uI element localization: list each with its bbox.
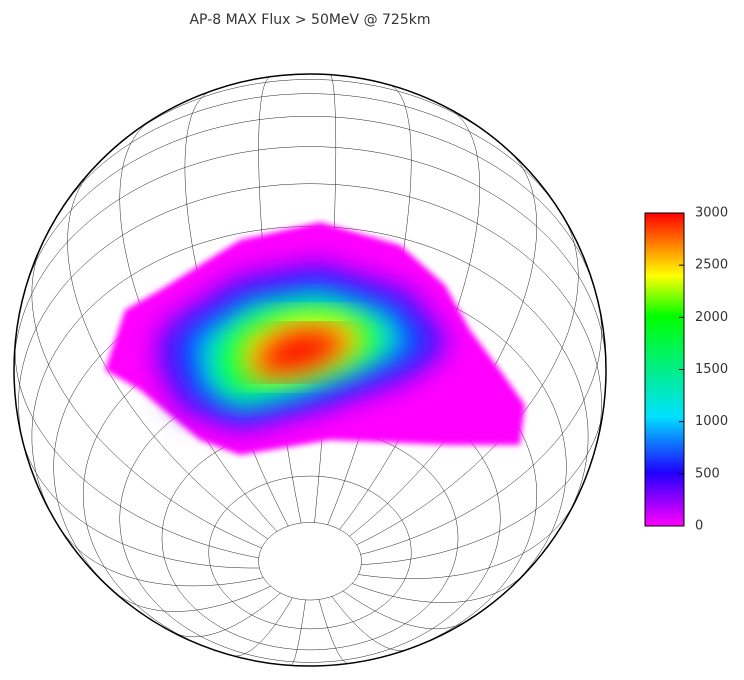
graticule-line: [24, 116, 596, 291]
colorbar-axis: 0 500 1000 1500 2000 2500 3000: [679, 206, 728, 534]
graticule-line: [18, 183, 602, 442]
graticule-line: [119, 79, 501, 144]
graticule-line: [119, 121, 278, 532]
colorbar-tick-label: 1000: [695, 414, 728, 429]
colorbar-tick-label: 0: [695, 519, 703, 534]
colorbar-tick-label: 2500: [695, 258, 728, 273]
graticule-line: [258, 522, 362, 601]
globe: [14, 74, 606, 666]
globe-outline: [13, 73, 607, 667]
graticule-line: [352, 574, 525, 603]
graticule-line: [22, 441, 260, 569]
graticule-line: [14, 146, 606, 371]
graticule-line: [61, 530, 264, 587]
colorbar-tick-label: 1500: [695, 362, 728, 377]
colorbar-tick-label: 2000: [695, 310, 728, 325]
graticule-line: [113, 585, 271, 612]
colorbar: [644, 212, 685, 527]
colorbar-tick-label: 3000: [695, 206, 728, 221]
graticule-line: [59, 93, 561, 212]
map-title: AP-8 MAX Flux > 50MeV @ 725km: [189, 12, 430, 28]
colorbar-tick-label: 500: [695, 466, 720, 481]
graticule-line: [172, 592, 281, 638]
graticule-line: [342, 590, 468, 630]
graticule-line: [67, 169, 269, 540]
graticule-line: [361, 409, 604, 565]
graticule-line: [360, 304, 602, 555]
flux-region: [105, 222, 525, 455]
graticule-line: [290, 599, 306, 666]
graticule-line: [208, 475, 412, 630]
graticule-line: [339, 109, 481, 530]
graticule-line: [358, 502, 575, 579]
graticule-line: [318, 599, 349, 664]
